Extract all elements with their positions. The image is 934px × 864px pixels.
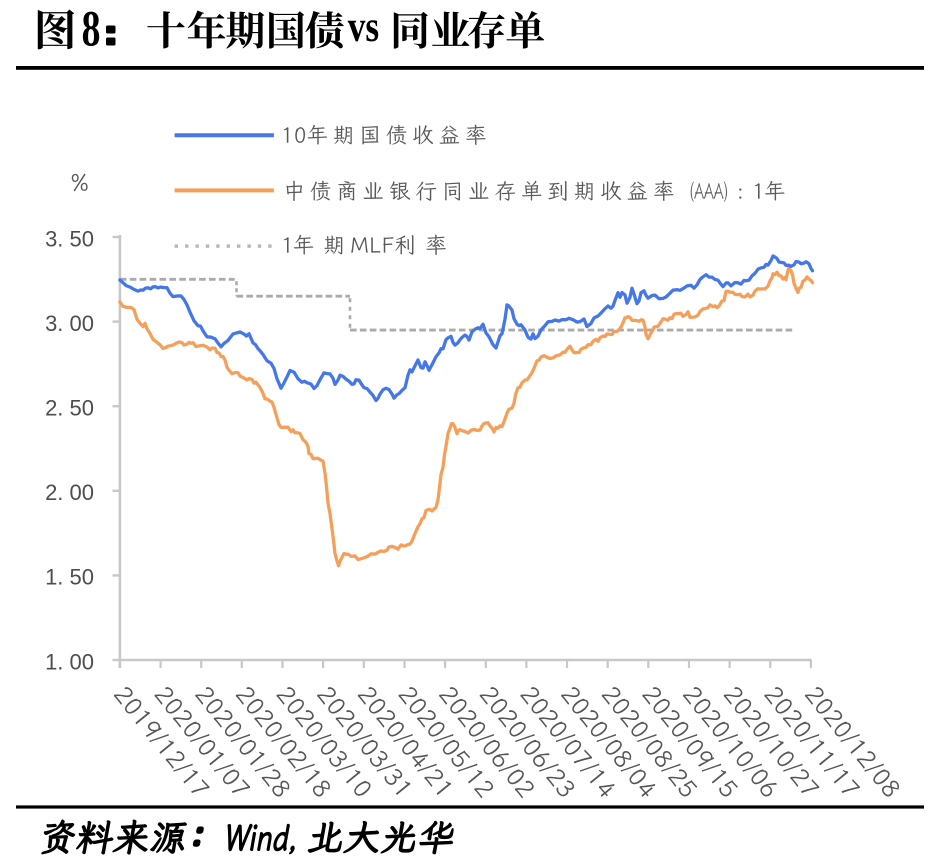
svg-text:3. 50: 3. 50 <box>45 226 94 251</box>
svg-text:2. 50: 2. 50 <box>45 396 94 421</box>
svg-text:1. 50: 1. 50 <box>45 565 94 590</box>
svg-text:3. 00: 3. 00 <box>45 311 94 336</box>
svg-text:1. 00: 1. 00 <box>45 649 94 674</box>
svg-text:2. 00: 2. 00 <box>45 480 94 505</box>
